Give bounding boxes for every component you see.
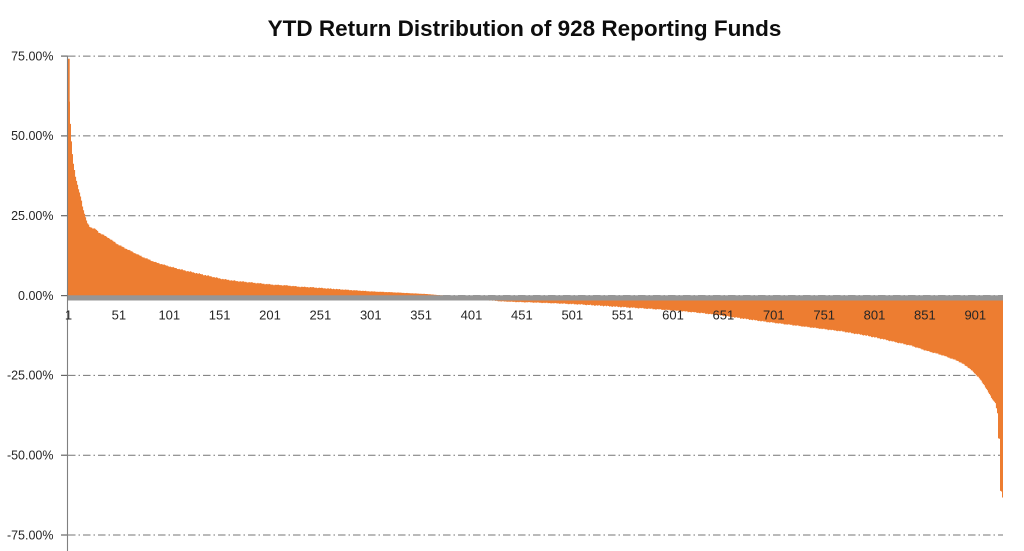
svg-text:-75.00%: -75.00%: [7, 528, 54, 542]
svg-text:-50.00%: -50.00%: [7, 449, 54, 463]
svg-text:501: 501: [561, 307, 583, 322]
svg-text:YTD Return Distribution of 928: YTD Return Distribution of 928 Reporting…: [268, 16, 782, 41]
svg-text:301: 301: [360, 307, 382, 322]
svg-text:451: 451: [511, 307, 533, 322]
svg-text:75.00%: 75.00%: [11, 49, 53, 63]
svg-text:401: 401: [461, 307, 483, 322]
svg-text:151: 151: [209, 307, 231, 322]
svg-text:751: 751: [813, 307, 835, 322]
svg-text:101: 101: [158, 307, 180, 322]
svg-text:0.00%: 0.00%: [18, 289, 53, 303]
svg-text:201: 201: [259, 307, 281, 322]
svg-text:51: 51: [112, 307, 126, 322]
svg-text:801: 801: [864, 307, 886, 322]
svg-text:25.00%: 25.00%: [11, 209, 53, 223]
svg-text:-25.00%: -25.00%: [7, 369, 54, 383]
svg-text:351: 351: [410, 307, 432, 322]
svg-text:901: 901: [964, 307, 986, 322]
svg-text:50.00%: 50.00%: [11, 129, 53, 143]
svg-text:1: 1: [65, 307, 72, 322]
svg-text:551: 551: [612, 307, 634, 322]
svg-text:851: 851: [914, 307, 936, 322]
svg-text:651: 651: [713, 307, 735, 322]
svg-text:251: 251: [310, 307, 332, 322]
svg-text:601: 601: [662, 307, 684, 322]
svg-text:701: 701: [763, 307, 785, 322]
